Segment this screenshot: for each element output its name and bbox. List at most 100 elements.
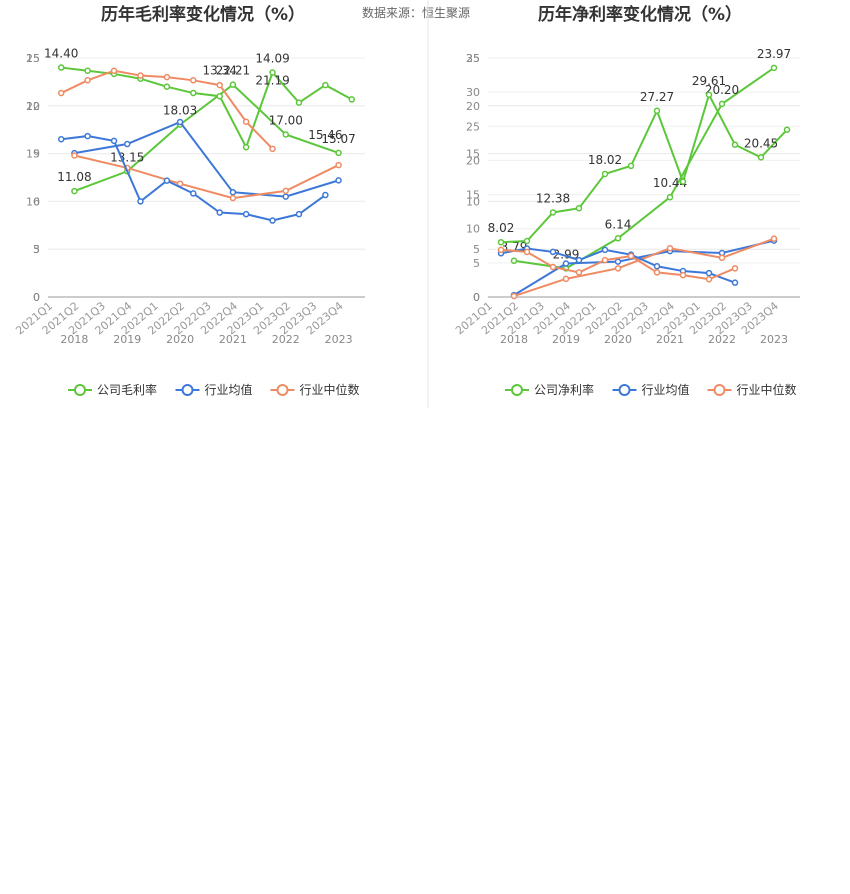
left-legend-marker bbox=[74, 384, 86, 396]
right-overlay-data-point bbox=[679, 271, 687, 279]
right-overlay-data-point bbox=[653, 269, 661, 276]
left-overlay-data-label: 14.09 bbox=[255, 51, 289, 65]
left-overlay-data-label: 14.40 bbox=[44, 47, 78, 61]
right-data-label: 6.14 bbox=[605, 217, 632, 231]
left-overlay-y-tick-label: 9 bbox=[33, 148, 40, 161]
left-overlay-data-point bbox=[269, 217, 276, 224]
right-y-tick-label: 20 bbox=[466, 100, 480, 113]
right-overlay-data-point bbox=[549, 248, 557, 256]
right-y-tick-label: 25 bbox=[466, 52, 480, 65]
left-x-tick-label-year: 2020 bbox=[166, 333, 194, 346]
left-y-tick-label: 5 bbox=[33, 243, 40, 256]
right-data-point bbox=[770, 64, 778, 72]
right-overlay-data-point bbox=[653, 107, 661, 115]
right-overlay-data-point bbox=[601, 246, 609, 254]
right-chart-title: 历年净利率变化情况（%） bbox=[538, 4, 742, 25]
left-overlay-data-point bbox=[269, 69, 276, 76]
left-overlay-data-point bbox=[84, 132, 91, 140]
right-data-point bbox=[718, 100, 726, 108]
right-overlay-data-point bbox=[549, 263, 557, 271]
right-overlay-data-label: 18.02 bbox=[588, 153, 622, 167]
left-series-line bbox=[74, 154, 340, 200]
right-overlay-y-tick-label: 20 bbox=[466, 154, 480, 167]
right-x-tick-label-year: 2019 bbox=[552, 333, 580, 346]
right-legend-label: 行业中位数 bbox=[737, 382, 797, 397]
right-overlay-data-point bbox=[653, 263, 661, 270]
right-overlay-data-point bbox=[705, 275, 713, 283]
right-data-point bbox=[718, 254, 726, 262]
left-overlay-data-point bbox=[163, 73, 171, 81]
right-overlay-data-label: 27.27 bbox=[640, 90, 674, 104]
right-data-label: 20.20 bbox=[705, 83, 739, 97]
right-legend-label: 行业均值 bbox=[642, 382, 690, 397]
left-overlay-data-point bbox=[190, 190, 197, 197]
left-legend-label: 行业中位数 bbox=[300, 382, 360, 397]
left-overlay-data-point bbox=[295, 210, 303, 218]
left-overlay-data-point bbox=[190, 77, 197, 84]
left-data-point bbox=[71, 152, 78, 159]
right-overlay-series-line bbox=[500, 248, 736, 281]
right-x-tick-label-year: 2020 bbox=[604, 333, 632, 346]
left-overlay-data-label: 15.46 bbox=[308, 128, 342, 142]
right-overlay-data-point bbox=[627, 252, 635, 260]
right-overlay-data-point bbox=[731, 279, 739, 286]
left-chart-title: 历年毛利率变化情况（%） bbox=[101, 4, 305, 25]
left-legend-label: 行业均值 bbox=[205, 382, 253, 397]
right-overlay-data-point bbox=[549, 209, 557, 216]
right-data-point bbox=[666, 244, 674, 252]
left-series-line bbox=[74, 83, 339, 193]
right-overlay-data-label: 8.02 bbox=[488, 221, 515, 235]
right-data-point bbox=[666, 193, 674, 201]
right-data-label: 23.97 bbox=[757, 47, 791, 61]
right-data-point bbox=[614, 258, 622, 265]
right-overlay-y-tick-label: 5 bbox=[473, 257, 480, 270]
right-overlay-data-point bbox=[575, 204, 583, 212]
right-overlay-series-line bbox=[500, 92, 788, 244]
right-overlay-y-tick-label: 10 bbox=[466, 223, 480, 236]
right-overlay-y-tick-label: 0 bbox=[473, 291, 480, 304]
left-overlay-data-point bbox=[269, 145, 276, 153]
left-overlay-data-point bbox=[216, 81, 223, 89]
left-y-tick-label: 0 bbox=[33, 291, 40, 304]
left-data-label: 22.21 bbox=[216, 64, 250, 78]
left-overlay-data-point bbox=[84, 67, 91, 74]
left-x-tick-label-year: 2023 bbox=[325, 333, 353, 346]
right-overlay-data-label: 29.61 bbox=[692, 74, 726, 88]
left-x-tick-label-year: 2021 bbox=[219, 333, 247, 346]
left-overlay-data-point bbox=[110, 67, 118, 74]
left-overlay-data-point bbox=[216, 209, 223, 216]
right-overlay-data-point bbox=[705, 91, 713, 99]
left-overlay-data-point bbox=[242, 210, 250, 218]
left-overlay-data-point bbox=[57, 64, 65, 71]
left-overlay-data-point bbox=[163, 177, 171, 184]
left-overlay-y-tick-label: 0 bbox=[33, 291, 40, 304]
left-legend-marker bbox=[181, 384, 194, 396]
right-data-point bbox=[614, 235, 622, 242]
right-series-line bbox=[513, 237, 775, 297]
left-data-point bbox=[335, 177, 342, 184]
left-overlay-data-point bbox=[322, 81, 329, 89]
right-overlay-data-point bbox=[523, 237, 531, 245]
left-x-tick-label-year: 2022 bbox=[272, 333, 300, 346]
right-x-tick-label-year: 2022 bbox=[708, 333, 736, 346]
left-data-point bbox=[229, 194, 237, 202]
left-series-line bbox=[74, 120, 339, 198]
left-overlay-data-point bbox=[348, 96, 356, 103]
right-overlay-data-point bbox=[601, 170, 609, 178]
left-data-label: 17.00 bbox=[269, 113, 303, 127]
right-data-point bbox=[562, 260, 570, 267]
right-x-tick-label-year: 2021 bbox=[656, 333, 684, 346]
right-overlay-series-line bbox=[500, 247, 736, 284]
left-legend-marker bbox=[276, 384, 289, 396]
right-legend-marker bbox=[511, 384, 523, 396]
left-x-tick-label-year: 2018 bbox=[60, 333, 88, 346]
right-overlay-data-label: 12.38 bbox=[536, 191, 570, 205]
left-overlay-data-point bbox=[242, 118, 250, 125]
right-y-tick-label: 15 bbox=[466, 148, 480, 161]
left-data-point bbox=[71, 187, 78, 195]
left-data-point bbox=[229, 81, 237, 88]
right-x-tick-label-year: 2018 bbox=[500, 333, 528, 346]
left-data-point bbox=[335, 149, 342, 157]
